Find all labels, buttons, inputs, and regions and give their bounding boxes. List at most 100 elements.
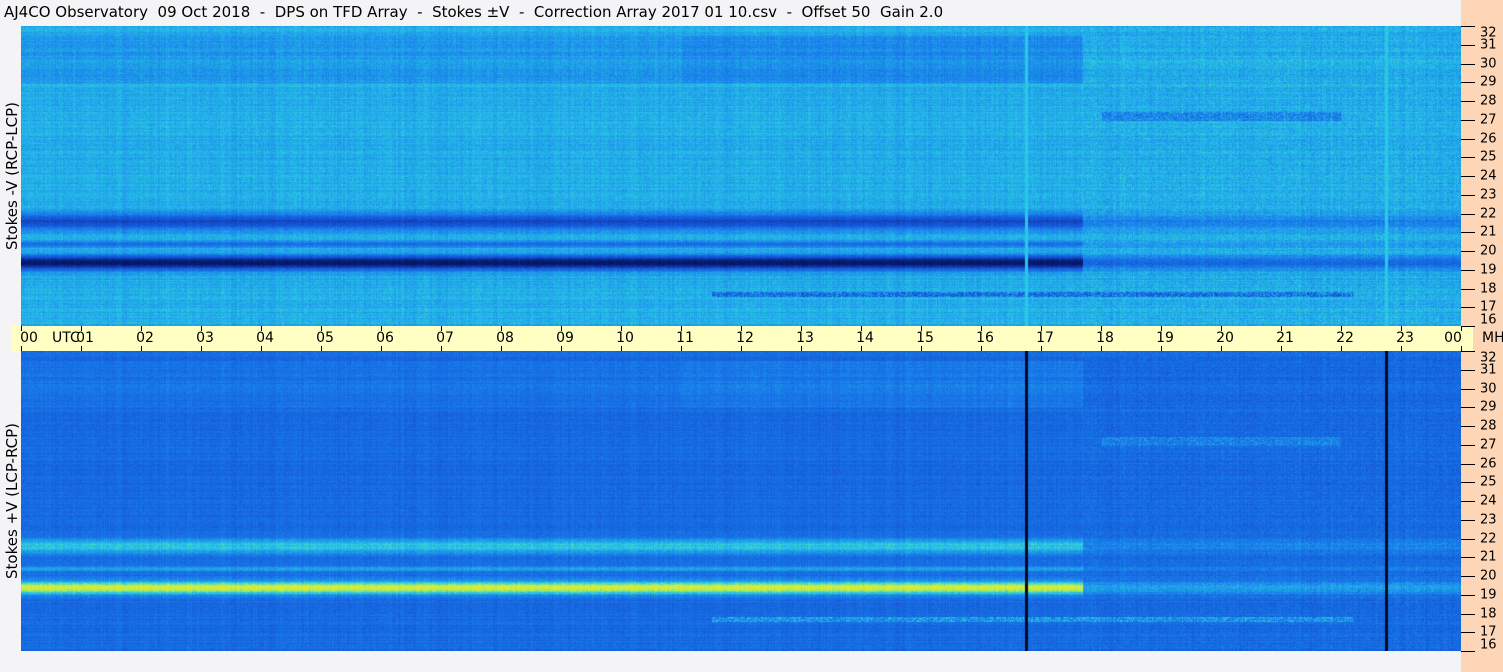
- freq-tick: [1461, 369, 1475, 371]
- freq-tick-label: 29: [1480, 74, 1497, 90]
- time-tick-label: 07: [436, 330, 454, 346]
- time-tick: [201, 326, 202, 351]
- freq-tick: [1461, 269, 1475, 271]
- freq-tick: [1461, 444, 1475, 446]
- spectrogram-stokes-minus-v: [21, 26, 1461, 326]
- time-tick-label: 18: [1096, 330, 1114, 346]
- freq-tick-label: 28: [1480, 418, 1497, 434]
- freq-tick: [1461, 482, 1475, 484]
- freq-tick-label: 25: [1480, 149, 1497, 165]
- freq-tick: [1461, 44, 1475, 46]
- freq-tick: [1461, 538, 1475, 540]
- freq-tick-label: 16: [1480, 637, 1497, 653]
- chart-title: AJ4CO Observatory 09 Oct 2018 - DPS on T…: [4, 3, 944, 21]
- freq-tick: [1461, 501, 1475, 502]
- freq-tick-label: 27: [1480, 437, 1497, 453]
- freq-tick: [1461, 157, 1475, 159]
- time-tick: [1461, 326, 1462, 351]
- panel-ylabel-top: Stokes -V (RCP-LCP): [3, 102, 21, 250]
- time-tick: [1161, 326, 1162, 351]
- time-tick-label: 11: [676, 330, 694, 346]
- time-tick-label: 14: [856, 330, 874, 346]
- freq-tick-label: 16: [1480, 312, 1497, 328]
- freq-tick: [1461, 557, 1475, 559]
- time-tick-label: 20: [1216, 330, 1234, 346]
- freq-tick: [1461, 82, 1475, 84]
- freq-tick-label: 23: [1480, 512, 1497, 528]
- freq-tick-label: 20: [1480, 568, 1497, 584]
- time-tick-label: 01: [76, 330, 94, 346]
- freq-tick-label: 32: [1480, 25, 1497, 41]
- freq-tick-label: 32: [1480, 350, 1497, 366]
- time-tick-label: 09: [556, 330, 574, 346]
- freq-tick: [1461, 351, 1475, 352]
- freq-tick-label: 22: [1480, 531, 1497, 546]
- time-tick-label: 02: [136, 330, 154, 346]
- time-tick-label: 08: [496, 330, 514, 346]
- freq-tick-label: 29: [1480, 399, 1497, 415]
- freq-tick-label: 17: [1480, 624, 1497, 640]
- time-axis: UTC 00 01 02 03 04 05 06 07 08 09 10 11 12 13 14 15 16 17 1…: [12, 326, 1473, 351]
- time-tick: [1401, 326, 1402, 351]
- freq-tick-label: 22: [1480, 206, 1497, 221]
- time-tick-label: 23: [1396, 330, 1414, 346]
- freq-tick-label: 20: [1480, 243, 1497, 259]
- time-tick: [861, 326, 862, 351]
- freq-tick-label: 30: [1480, 381, 1497, 396]
- freq-tick: [1461, 194, 1475, 196]
- time-tick: [681, 326, 682, 351]
- time-tick-label: 04: [256, 330, 274, 346]
- time-tick-label: 00: [20, 330, 38, 346]
- freq-tick: [1461, 232, 1475, 234]
- time-tick-label: 10: [616, 330, 634, 346]
- freq-tick-label: 26: [1480, 456, 1497, 471]
- time-tick-label: 03: [196, 330, 214, 346]
- time-tick: [381, 326, 382, 351]
- frequency-unit: MHz: [1482, 330, 1503, 346]
- freq-tick: [1461, 288, 1475, 290]
- freq-tick: [1461, 213, 1475, 215]
- time-tick-label: 22: [1336, 330, 1354, 346]
- freq-tick-label: 18: [1480, 606, 1497, 621]
- freq-tick: [1461, 26, 1475, 27]
- time-tick: [561, 326, 562, 351]
- freq-tick-label: 26: [1480, 131, 1497, 146]
- freq-tick: [1461, 651, 1475, 652]
- freq-tick: [1461, 101, 1475, 102]
- freq-tick: [1461, 594, 1475, 596]
- time-tick-label: 13: [796, 330, 814, 346]
- freq-tick: [1461, 326, 1475, 327]
- time-tick: [81, 326, 82, 351]
- time-tick: [741, 326, 742, 351]
- time-tick: [1281, 326, 1282, 351]
- time-tick: [141, 326, 142, 351]
- freq-tick-label: 30: [1480, 56, 1497, 71]
- freq-tick-label: 17: [1480, 299, 1497, 315]
- freq-tick: [1461, 119, 1475, 121]
- time-tick-label: 15: [916, 330, 934, 346]
- time-tick-label: 12: [736, 330, 754, 346]
- time-tick-label: 21: [1276, 330, 1294, 346]
- freq-tick-label: 24: [1480, 168, 1497, 184]
- freq-tick-label: 19: [1480, 587, 1497, 603]
- time-tick: [801, 326, 802, 351]
- time-tick: [981, 326, 982, 351]
- freq-tick: [1461, 463, 1475, 465]
- time-tick: [321, 326, 322, 351]
- time-tick: [621, 326, 622, 351]
- time-tick: [501, 326, 502, 351]
- time-tick: [1041, 326, 1042, 351]
- time-tick: [21, 326, 22, 351]
- freq-tick: [1461, 519, 1475, 521]
- freq-tick: [1461, 176, 1475, 177]
- freq-tick-label: 21: [1480, 224, 1497, 240]
- panel-ylabel-bottom: Stokes +V (LCP-RCP): [3, 423, 21, 579]
- time-tick: [1101, 326, 1102, 351]
- freq-tick-label: 28: [1480, 93, 1497, 109]
- freq-tick: [1461, 388, 1475, 390]
- freq-tick-label: 18: [1480, 281, 1497, 296]
- time-tick: [1221, 326, 1222, 351]
- freq-tick: [1461, 632, 1475, 634]
- freq-tick-label: 24: [1480, 493, 1497, 509]
- time-tick-label: 00: [1444, 330, 1462, 346]
